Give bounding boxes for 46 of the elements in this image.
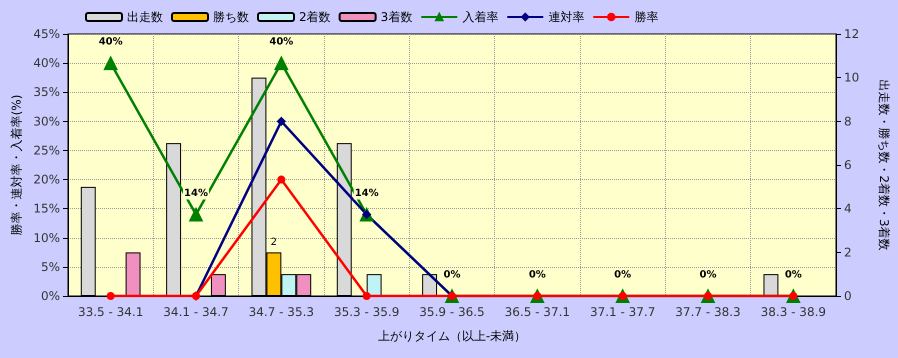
x-tick-label: 36.5 - 37.1	[504, 305, 570, 319]
y-tick-label: 0%	[40, 289, 60, 303]
data-label: 40%	[98, 36, 123, 48]
x-tick-label: 34.1 - 34.7	[163, 305, 229, 319]
y-tick-label: 30%	[33, 114, 60, 128]
data-label: 2	[270, 236, 278, 248]
y-tick-label: 40%	[33, 56, 60, 70]
legend-label: 勝率	[634, 10, 658, 24]
y-tick-label: 20%	[33, 172, 60, 187]
data-label: 0%	[528, 270, 546, 280]
legend-label: 勝ち数	[213, 10, 249, 24]
y2-tick-label: 10	[844, 70, 860, 85]
y2-tick-label: 12	[844, 27, 860, 41]
legend-label: 3着数	[380, 10, 412, 24]
data-label: 0%	[700, 270, 716, 280]
x-tick-label: 33.5 - 34.1	[78, 305, 144, 319]
x-tick-label: 37.7 - 38.3	[675, 305, 741, 319]
data-label: 14%	[354, 188, 379, 199]
data-label: 0%	[784, 270, 802, 280]
y2-tick-label: 8	[844, 114, 852, 128]
legend-label: 出走数	[127, 10, 163, 24]
x-tick-label: 35.9 - 36.5	[419, 305, 485, 319]
x-tick-label: 35.3 - 35.9	[334, 305, 400, 319]
legend-label: 入着率	[462, 10, 498, 24]
y2-tick-label: 0	[844, 289, 852, 303]
x-tick-label: 37.1 - 37.7	[590, 305, 656, 319]
data-label: 0%	[444, 270, 460, 280]
y-tick-label: 15%	[33, 202, 60, 216]
y2-tick-label: 2	[844, 245, 852, 260]
data-label: 40%	[269, 36, 294, 48]
y-tick-label: 25%	[33, 143, 60, 158]
data-label: 0%	[614, 270, 632, 280]
legend-label: 2着数	[299, 10, 331, 24]
y2-axis-title: 出走数・勝ち数・2着数・3着数	[877, 79, 891, 251]
y-axis-title: 勝率・連対率・入着率(%)	[9, 94, 24, 236]
y-tick-label: 10%	[33, 230, 60, 245]
y2-tick-label: 4	[844, 202, 852, 216]
y-tick-label: 45%	[33, 27, 60, 41]
x-tick-label: 38.3 - 38.9	[760, 305, 826, 319]
x-axis-title: 上がりタイム（以上-未満）	[378, 329, 526, 343]
y2-tick-label: 6	[844, 158, 852, 172]
legend-label: 連対率	[548, 10, 584, 24]
data-label: 14%	[184, 188, 208, 199]
y-tick-label: 35%	[33, 85, 60, 100]
y-tick-label: 5%	[40, 260, 60, 274]
x-tick-label: 34.7 - 35.3	[248, 305, 314, 319]
